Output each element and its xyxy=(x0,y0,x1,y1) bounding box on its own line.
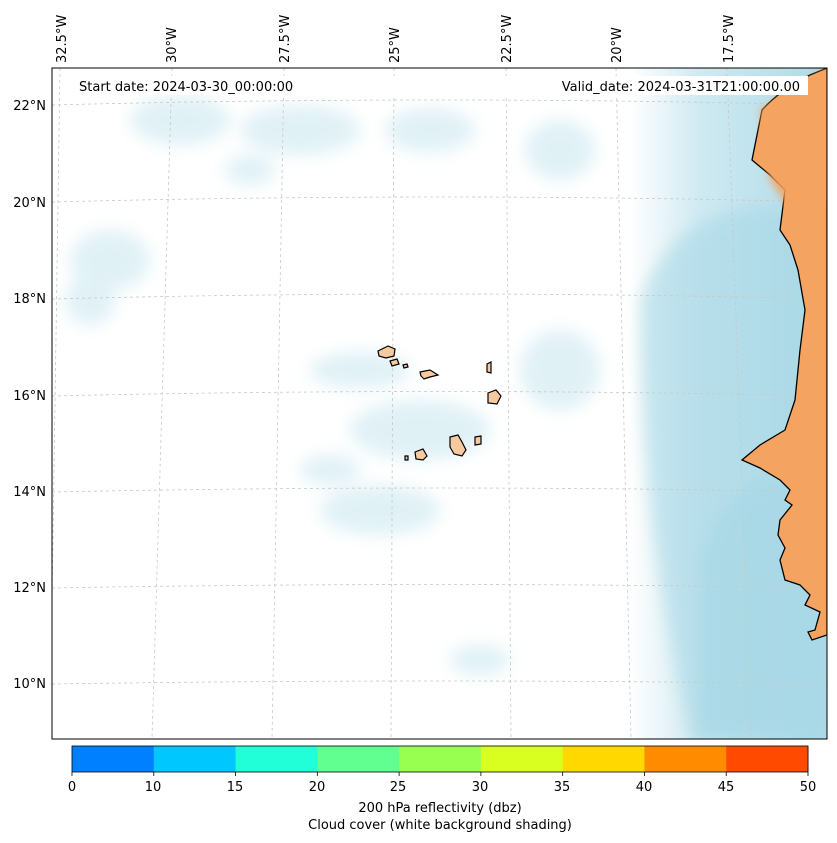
colorbar-segment xyxy=(726,746,809,772)
map-frame xyxy=(51,67,828,740)
colorbar-segment xyxy=(153,746,237,772)
colorbar-tick: 40 xyxy=(635,780,653,795)
colorbar-segment xyxy=(644,746,727,772)
island-brava xyxy=(404,455,409,461)
island-santo-antao xyxy=(377,345,396,359)
colorbar-segment xyxy=(317,746,400,772)
cloud-cover-patches xyxy=(65,95,600,675)
lat-label-12n: 12°N xyxy=(13,581,46,596)
start-date-box xyxy=(71,76,311,95)
valid-date: Valid_date: 2024-03-31T21:00:00.00 xyxy=(562,80,800,95)
colorbar-segment xyxy=(480,746,564,772)
island-sao-nicolau xyxy=(419,369,440,380)
colorbar-tick: 10 xyxy=(144,780,162,795)
colorbar-segment xyxy=(562,746,645,772)
colorbar-sublabel: Cloud cover (white background shading) xyxy=(308,818,572,833)
island-santiago xyxy=(449,434,467,457)
lon-label-20w: 20°W xyxy=(610,27,625,63)
colorbar xyxy=(71,745,809,776)
lat-label-14n: 14°N xyxy=(13,485,46,500)
start-date: Start date: 2024-03-30_00:00:00 xyxy=(79,80,293,95)
lat-label-16n: 16°N xyxy=(13,389,46,404)
island-fogo xyxy=(414,448,428,461)
colorbar-tick: 50 xyxy=(799,780,817,795)
colorbar-segment xyxy=(399,746,482,772)
colorbar-label: 200 hPa reflectivity (dbz) xyxy=(358,801,522,816)
lon-label-27-5w: 27.5°W xyxy=(278,15,293,63)
colorbar-tick: 25 xyxy=(389,780,407,795)
africa-land-shading xyxy=(760,68,827,210)
lat-label-22n: 22°N xyxy=(13,99,46,114)
colorbar-tick: 35 xyxy=(553,780,571,795)
lat-label-18n: 18°N xyxy=(13,292,46,307)
lat-label-20n: 20°N xyxy=(13,196,46,211)
colorbar-tick: 15 xyxy=(226,780,244,795)
colorbar-tick: 20 xyxy=(308,780,326,795)
lon-label-25w: 25°W xyxy=(388,27,403,63)
island-sal xyxy=(486,361,492,374)
valid-date-box xyxy=(310,76,808,95)
colorbar-segment xyxy=(235,746,318,772)
colorbar-frame xyxy=(71,745,809,773)
lon-label-32-5w: 32.5°W xyxy=(55,15,70,63)
latitude-labels: 22°N 20°N 18°N 16°N 14°N 12°N 10°N xyxy=(13,99,46,692)
lon-label-22-5w: 22.5°W xyxy=(500,15,515,63)
island-sao-vicente xyxy=(389,358,400,367)
island-maio xyxy=(474,435,482,446)
lon-label-17-5w: 17.5°W xyxy=(722,15,737,63)
africa-land xyxy=(740,68,827,641)
island-boa-vista xyxy=(487,389,502,405)
colorbar-segment xyxy=(72,746,155,772)
colorbar-tick: 30 xyxy=(471,780,489,795)
lat-label-10n: 10°N xyxy=(13,677,46,692)
map-content xyxy=(52,68,827,739)
longitude-labels: 32.5°W 30°W 27.5°W 25°W 22.5°W 20°W 17.5… xyxy=(55,15,737,63)
lon-label-30w: 30°W xyxy=(165,27,180,63)
colorbar-tick: 0 xyxy=(67,780,77,795)
island-santa-luzia xyxy=(402,363,409,369)
colorbar-tick: 45 xyxy=(717,780,735,795)
cape-verde-islands xyxy=(377,345,502,461)
graticule xyxy=(52,68,827,739)
